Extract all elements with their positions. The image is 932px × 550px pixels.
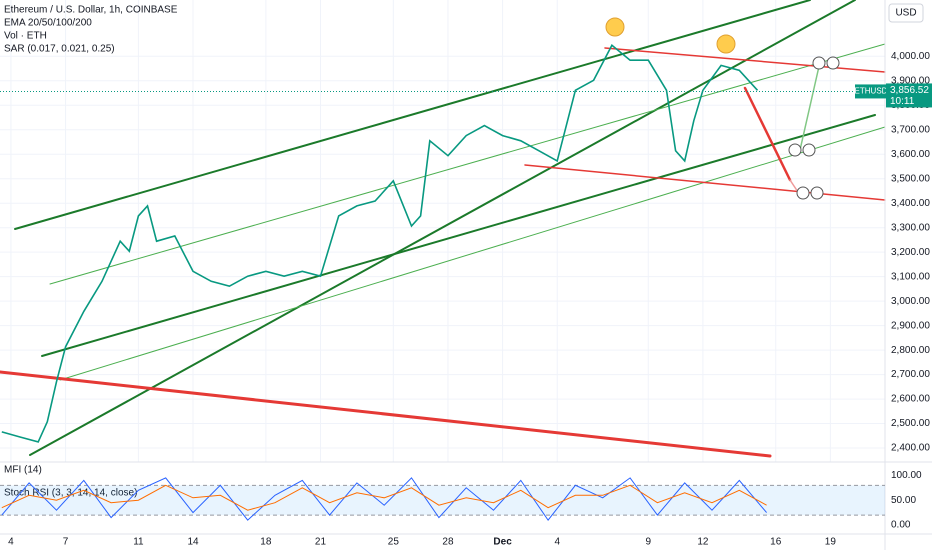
- y-tick-label: 2,900.00: [891, 320, 930, 331]
- countdown: 10:11: [890, 96, 915, 107]
- symbol-label: ETHUSD: [855, 87, 888, 96]
- y-tick-label: 3,500.00: [891, 173, 930, 184]
- x-tick-label: Dec: [493, 537, 512, 548]
- indicator-label: EMA 20/50/100/200: [4, 18, 92, 29]
- eye: [826, 56, 840, 70]
- currency[interactable]: USD: [895, 8, 916, 19]
- indicator-label: Vol · ETH: [4, 31, 47, 42]
- y-tick-label: 2,800.00: [891, 345, 930, 356]
- trend-line: [604, 47, 886, 73]
- eyes: [605, 17, 840, 200]
- x-tick-label: 11: [133, 537, 144, 548]
- y-tick-label: 3,400.00: [891, 198, 930, 209]
- trend-line: [59, 126, 886, 381]
- plot: 2,400.00 2,500.00 2,600.00 2,700.00 2,800.00…: [0, 44, 932, 548]
- y-tick-label: 50.00: [891, 495, 916, 506]
- trend-line: [524, 164, 886, 201]
- emoji: [716, 34, 736, 54]
- trend-line: [49, 43, 886, 285]
- y-tick-label: 3,600.00: [891, 149, 930, 160]
- emoji: [605, 17, 625, 37]
- pane-title: Stoch RSI (3, 3, 14, 14, close): [4, 488, 137, 499]
- y-tick-label: 3,700.00: [891, 124, 930, 135]
- x-tick-label: 18: [260, 537, 272, 548]
- x-tick-label: 9: [645, 537, 651, 548]
- trend-line: [41, 114, 876, 357]
- projection: [743, 86, 792, 182]
- series-line: [1, 44, 759, 443]
- series-line: [1, 484, 767, 511]
- y-tick-label: 3,000.00: [891, 296, 930, 307]
- pane-title: MFI (14): [4, 465, 42, 476]
- y-tick-label: 2,400.00: [891, 443, 930, 454]
- series-line: [1, 477, 767, 521]
- x-tick-label: 14: [187, 537, 199, 548]
- trend-line: [14, 0, 811, 230]
- eye: [810, 186, 824, 200]
- x-tick-label: 21: [315, 537, 327, 548]
- y-tick-label: 0.00: [891, 520, 911, 531]
- x-tick-label: 28: [442, 537, 454, 548]
- y-tick-label: 3,900.00: [891, 75, 930, 86]
- symbol-tag: [855, 84, 888, 99]
- y-tick-label: 2,500.00: [891, 418, 930, 429]
- trend-line: [0, 370, 772, 458]
- price-tag: [886, 83, 932, 108]
- eye: [796, 186, 810, 200]
- y-tick-label: 3,200.00: [891, 247, 930, 258]
- y-tick-label: 2,700.00: [891, 369, 930, 380]
- y-tick-label: 3,100.00: [891, 271, 930, 282]
- chart-title: Ethereum / U.S. Dollar, 1h, COINBASE: [4, 5, 178, 16]
- projection: [799, 61, 821, 151]
- x-tick-label: 12: [697, 537, 709, 548]
- last-price: 3,856.52: [890, 85, 929, 96]
- y-tick-label: 2,600.00: [891, 394, 930, 405]
- drawings: [0, 0, 886, 458]
- x-tick-label: 7: [63, 537, 69, 548]
- y-tick-label: 100.00: [891, 470, 922, 481]
- band-fill: [0, 485, 885, 516]
- eye: [812, 56, 826, 70]
- x-tick-label: 25: [388, 537, 400, 548]
- currency-button[interactable]: [888, 3, 924, 23]
- y-tick-label: 4,000.00: [891, 51, 930, 62]
- x-tick-label: 16: [770, 537, 782, 548]
- indicator-label: SAR (0.017, 0.021, 0.25): [4, 44, 115, 55]
- y-tick-label: 3,300.00: [891, 222, 930, 233]
- trend-line: [29, 0, 856, 456]
- eye: [788, 143, 802, 157]
- x-tick-label: 4: [554, 537, 560, 548]
- eye: [802, 143, 816, 157]
- x-tick-label: 4: [8, 537, 14, 548]
- x-tick-label: 19: [825, 537, 837, 548]
